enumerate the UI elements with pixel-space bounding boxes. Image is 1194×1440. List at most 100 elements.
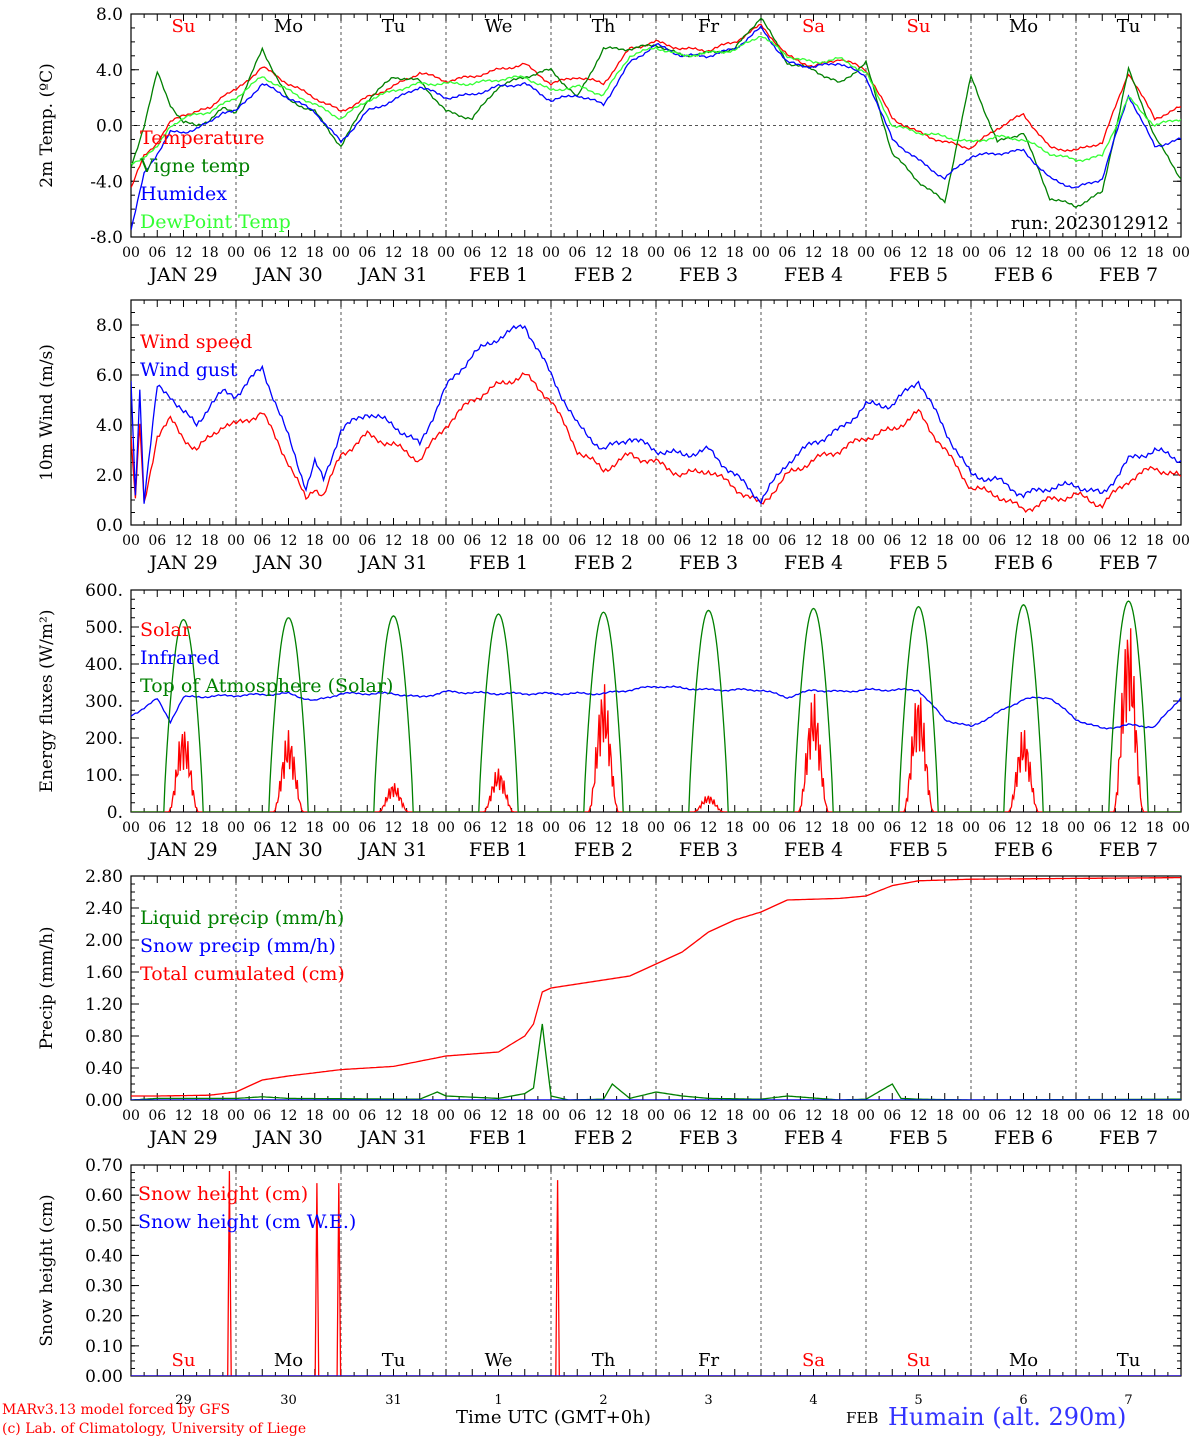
hour-label: 00 <box>1067 533 1085 549</box>
hour-label: 00 <box>1172 1108 1190 1124</box>
date-label: FEB 3 <box>679 839 738 861</box>
hour-label: 12 <box>910 245 928 261</box>
legend-entry: Vigne temp <box>139 155 250 177</box>
hour-label: 06 <box>148 1108 166 1124</box>
panel-1: 8.0 4.0 0.0 -4.0 -8.0 2m Temp. (ºC) 00 06 12 18 JA… <box>37 5 1190 286</box>
y-tick-label: 8.0 <box>96 5 123 25</box>
hour-label: 18 <box>306 533 324 549</box>
hour-label: 00 <box>857 820 875 836</box>
series-group <box>131 600 1181 812</box>
date-label: FEB 2 <box>574 1127 633 1149</box>
hour-label: 12 <box>385 533 403 549</box>
hour-label: 06 <box>463 245 481 261</box>
hour-label: 18 <box>201 1108 219 1124</box>
hour-label: 00 <box>227 245 245 261</box>
weekday-label: Su <box>172 16 196 37</box>
day-number-label: 7 <box>1124 1393 1132 1408</box>
series-line <box>131 1170 1181 1376</box>
date-label: FEB 3 <box>679 264 738 286</box>
hour-label: 00 <box>437 245 455 261</box>
hour-label: 00 <box>122 533 140 549</box>
hour-label: 00 <box>962 245 980 261</box>
hour-label: 00 <box>122 245 140 261</box>
hour-label: 18 <box>411 245 429 261</box>
hour-label: 00 <box>647 245 665 261</box>
y-tick-label: 1.60 <box>85 963 123 983</box>
weekday-label: Tu <box>1117 16 1141 37</box>
series-line <box>131 876 1181 1097</box>
legend-entry: Snow precip (mm/h) <box>140 935 336 957</box>
series-group <box>131 1170 1181 1376</box>
hour-label: 12 <box>1120 1108 1138 1124</box>
date-label: JAN 29 <box>147 264 217 286</box>
y-tick-label: 500. <box>85 618 123 638</box>
panel-3: 600. 500. 400. 300. 200. 100. 0. Energy fluxes … <box>37 581 1190 861</box>
hour-label: 18 <box>306 245 324 261</box>
date-label: JAN 29 <box>147 839 217 861</box>
date-label: FEB 5 <box>889 264 948 286</box>
hour-label: 00 <box>437 820 455 836</box>
hour-label: 06 <box>358 245 376 261</box>
date-label: FEB 5 <box>889 552 948 574</box>
hour-label: 12 <box>1015 245 1033 261</box>
date-label: FEB 7 <box>1099 839 1158 861</box>
hour-label: 06 <box>778 245 796 261</box>
hour-label: 06 <box>988 533 1006 549</box>
hour-label: 00 <box>962 1108 980 1124</box>
series-line <box>131 24 1181 231</box>
date-label: FEB 2 <box>574 264 633 286</box>
hour-label: 00 <box>752 820 770 836</box>
date-label: JAN 31 <box>357 839 427 861</box>
hour-label: 00 <box>542 533 560 549</box>
date-label: JAN 31 <box>357 264 427 286</box>
y-tick-label: 2.80 <box>85 867 123 887</box>
date-label: FEB 6 <box>994 552 1053 574</box>
date-label: FEB 5 <box>889 839 948 861</box>
hour-label: 00 <box>542 820 560 836</box>
date-label: FEB 4 <box>784 839 843 861</box>
hour-label: 06 <box>148 820 166 836</box>
y-axis-label: Snow height (cm) <box>37 1194 57 1346</box>
hour-label: 18 <box>936 1108 954 1124</box>
hour-label: 12 <box>280 1108 298 1124</box>
hour-label: 18 <box>936 820 954 836</box>
hour-label: 00 <box>752 533 770 549</box>
weekday-label: Fr <box>698 1350 719 1371</box>
hour-label: 00 <box>857 533 875 549</box>
hour-label: 00 <box>752 1108 770 1124</box>
hour-label: 00 <box>122 1108 140 1124</box>
y-tick-label: 2.00 <box>85 931 123 951</box>
weekday-label: We <box>485 16 513 37</box>
hour-label: 06 <box>1093 533 1111 549</box>
day-number-label: 29 <box>175 1393 192 1408</box>
hour-label: 18 <box>1041 245 1059 261</box>
day-number-label: 2 <box>599 1393 607 1408</box>
legend-entry: Infrared <box>140 647 220 669</box>
hour-label: 12 <box>805 820 823 836</box>
hour-label: 18 <box>411 820 429 836</box>
hour-label: 00 <box>1067 1108 1085 1124</box>
hour-label: 18 <box>1146 245 1164 261</box>
hour-label: 18 <box>831 245 849 261</box>
y-tick-label: 0.40 <box>85 1059 123 1079</box>
y-tick-label: 100. <box>85 766 123 786</box>
hour-label: 06 <box>673 245 691 261</box>
date-label: JAN 30 <box>252 839 322 861</box>
hour-label: 00 <box>1172 820 1190 836</box>
hour-label: 12 <box>910 820 928 836</box>
legend-entry: Humidex <box>140 183 227 205</box>
series-group <box>131 17 1181 231</box>
hour-label: 12 <box>595 245 613 261</box>
hour-label: 18 <box>936 533 954 549</box>
date-label: JAN 31 <box>357 552 427 574</box>
y-axis-label: Precip (mm/h) <box>37 926 57 1049</box>
date-label: FEB 2 <box>574 839 633 861</box>
date-label: FEB 7 <box>1099 264 1158 286</box>
station-name: Humain (alt. 290m) <box>888 1403 1127 1431</box>
day-number-label: 6 <box>1019 1393 1027 1408</box>
hour-label: 12 <box>175 820 193 836</box>
hour-label: 00 <box>962 820 980 836</box>
date-label: FEB 7 <box>1099 552 1158 574</box>
date-label: JAN 29 <box>147 552 217 574</box>
legend-entry: Snow height (cm) <box>138 1183 308 1205</box>
